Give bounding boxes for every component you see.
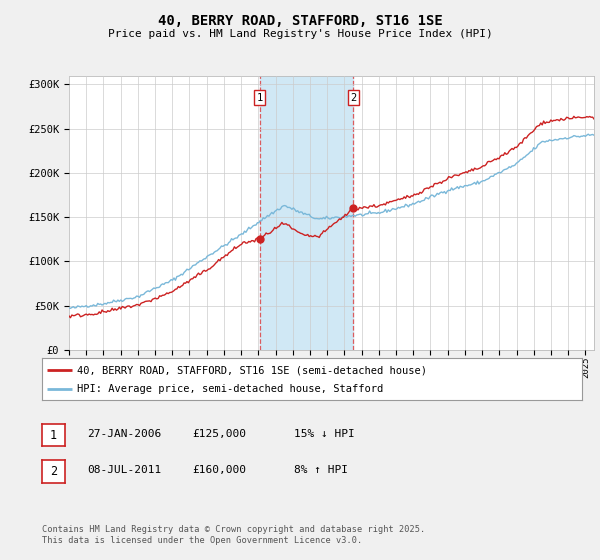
Text: HPI: Average price, semi-detached house, Stafford: HPI: Average price, semi-detached house,…	[77, 385, 383, 394]
Text: 08-JUL-2011: 08-JUL-2011	[87, 465, 161, 475]
Text: 1: 1	[50, 428, 57, 442]
Text: 15% ↓ HPI: 15% ↓ HPI	[294, 429, 355, 439]
Text: 2: 2	[50, 465, 57, 478]
Text: 40, BERRY ROAD, STAFFORD, ST16 1SE (semi-detached house): 40, BERRY ROAD, STAFFORD, ST16 1SE (semi…	[77, 365, 427, 375]
Bar	[260, 76, 353, 350]
Text: Contains HM Land Registry data © Crown copyright and database right 2025.
This d: Contains HM Land Registry data © Crown c…	[42, 525, 425, 545]
Text: 27-JAN-2006: 27-JAN-2006	[87, 429, 161, 439]
Text: 8% ↑ HPI: 8% ↑ HPI	[294, 465, 348, 475]
Text: 1: 1	[256, 93, 263, 102]
Text: 2: 2	[350, 93, 356, 102]
Text: £125,000: £125,000	[192, 429, 246, 439]
Text: Price paid vs. HM Land Registry's House Price Index (HPI): Price paid vs. HM Land Registry's House …	[107, 29, 493, 39]
Text: 40, BERRY ROAD, STAFFORD, ST16 1SE: 40, BERRY ROAD, STAFFORD, ST16 1SE	[158, 14, 442, 28]
Text: £160,000: £160,000	[192, 465, 246, 475]
